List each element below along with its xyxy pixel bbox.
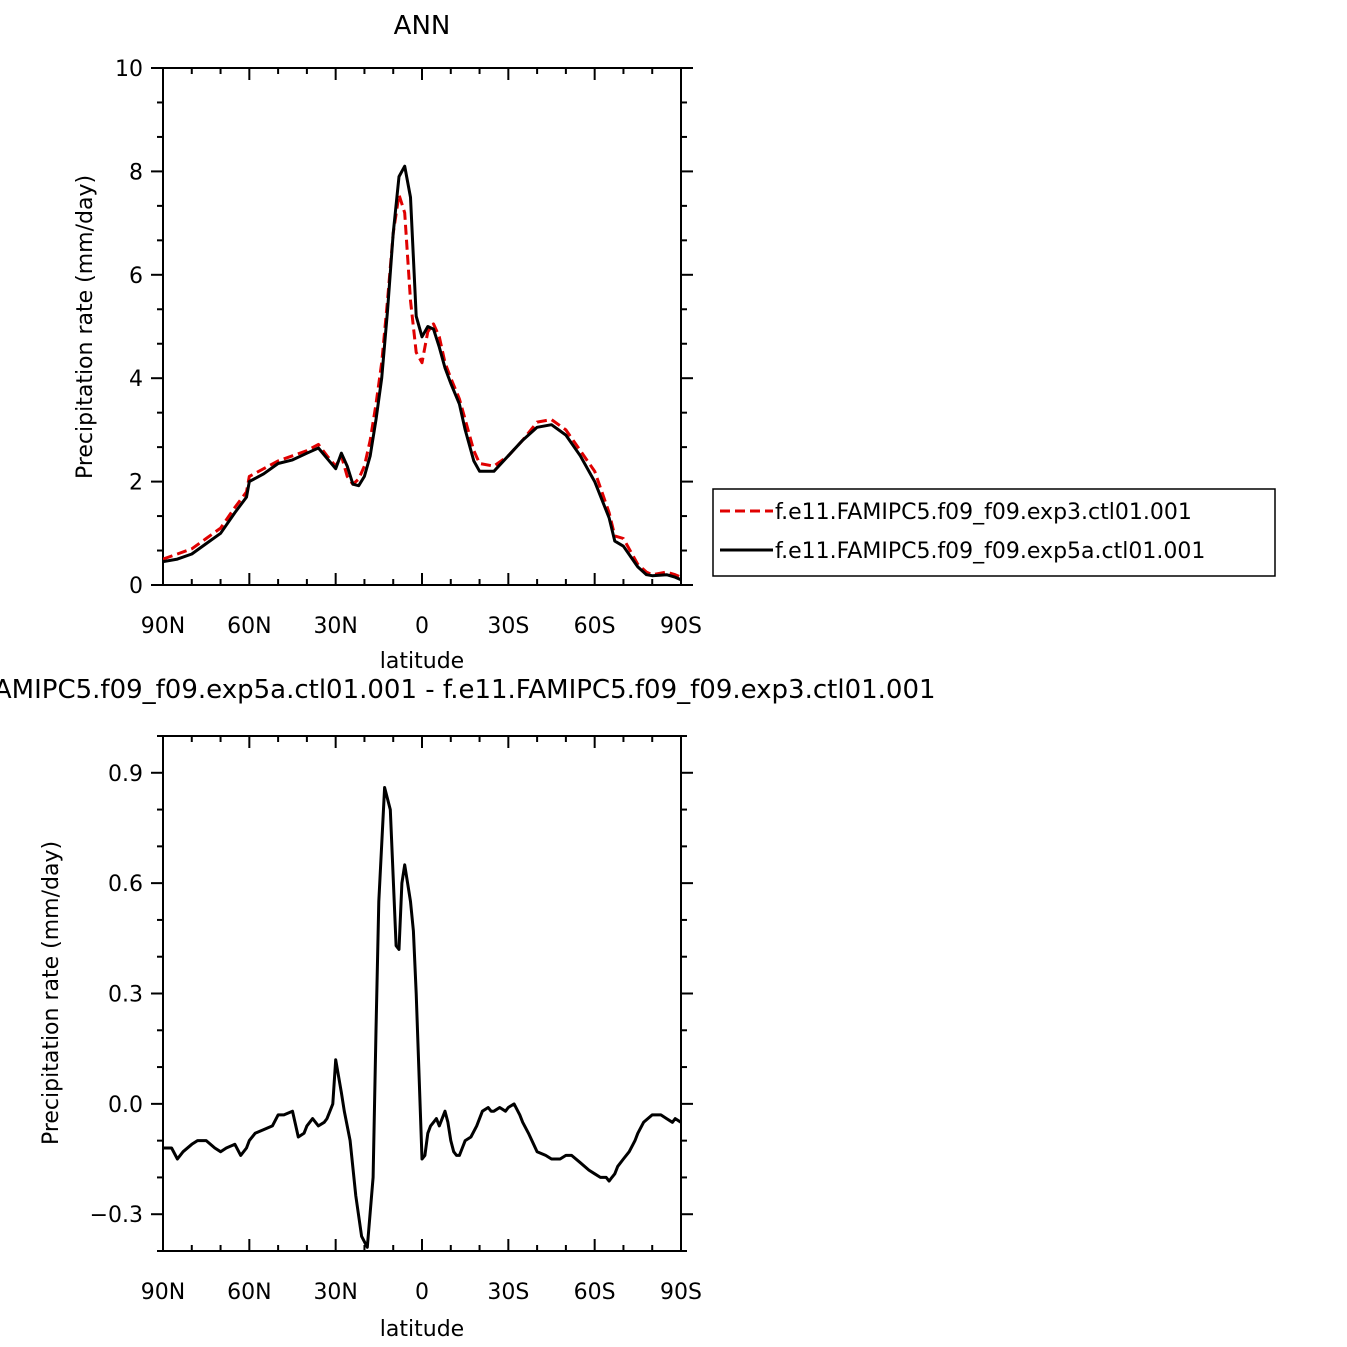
x-tick-label: 30S (487, 1280, 529, 1305)
legend-label-1: f.e11.FAMIPC5.f09_f09.exp3.ctl01.001 (775, 500, 1192, 525)
y-axis-label: Precipitation rate (mm/day) (73, 175, 98, 479)
y-tick-label: 0.0 (108, 1093, 143, 1118)
y-tick-label: 8 (129, 160, 143, 185)
x-tick-label: 90N (141, 1280, 185, 1305)
x-tick-label: 60S (574, 614, 616, 639)
x-tick-label: 90S (660, 614, 702, 639)
series-line-2 (163, 164, 681, 582)
chart-2: f.e11.FAMIPC5.f09_f09.exp5a.ctl01.001 - … (0, 675, 936, 1342)
y-tick-label: 0.3 (108, 983, 143, 1008)
x-tick-label: 30N (313, 614, 357, 639)
x-tick-label: 0 (415, 614, 429, 639)
plot-frame (162, 735, 682, 1252)
y-tick-label: 4 (129, 367, 143, 392)
chart-title: ANN (394, 11, 451, 41)
y-tick-label: 2 (129, 471, 143, 496)
legend-box (712, 488, 1276, 577)
x-tick-label: 30S (487, 614, 529, 639)
x-axis-label: latitude (380, 649, 464, 674)
legend-label-2: f.e11.FAMIPC5.f09_f09.exp5a.ctl01.001 (775, 539, 1205, 564)
x-tick-label: 90S (660, 1280, 702, 1305)
x-axis-label: latitude (380, 1317, 464, 1342)
x-tick-label: 60N (227, 614, 271, 639)
x-tick-label: 60S (574, 1280, 616, 1305)
chart-1: ANN 90N 60N 30N 0 30S 60S 90S 0 2 4 6 8 10 latitude Pre… (73, 11, 1276, 674)
y-tick-label: 0.9 (108, 762, 143, 787)
y-tick-label: 6 (129, 264, 143, 289)
series-line-1 (163, 786, 681, 1249)
y-axis-label: Precipitation rate (mm/day) (39, 841, 64, 1145)
x-tick-label: 90N (141, 614, 185, 639)
chart-title: f.e11.FAMIPC5.f09_f09.exp5a.ctl01.001 - … (0, 675, 936, 705)
plot-frame (162, 67, 682, 586)
y-tick-label: 0.6 (108, 872, 143, 897)
x-tick-label: 60N (227, 1280, 271, 1305)
legend: f.e11.FAMIPC5.f09_f09.exp3.ctl01.001 f.e1… (712, 488, 1276, 577)
y-tick-label: 10 (115, 57, 143, 82)
series-line-1 (163, 193, 681, 579)
y-tick-label: 0 (129, 574, 143, 599)
x-tick-label: 0 (415, 1280, 429, 1305)
x-tick-label: 30N (313, 1280, 357, 1305)
y-tick-label: −0.3 (90, 1203, 143, 1228)
